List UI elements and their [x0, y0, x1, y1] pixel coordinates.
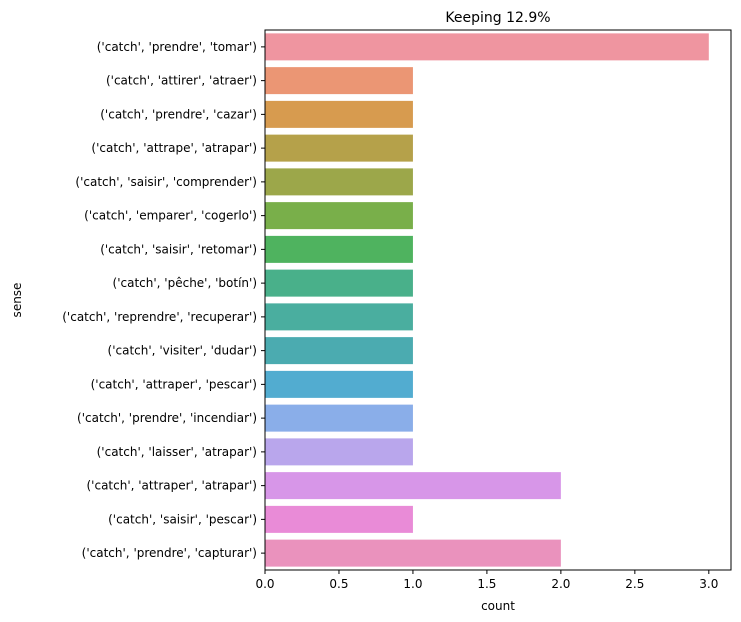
bar-2 [265, 100, 413, 128]
bar-13 [265, 472, 561, 500]
y-tick-label-0: ('catch', 'prendre', 'tomar') [97, 40, 257, 54]
plot-frame [264, 29, 732, 571]
x-tick-label-4: 2.0 [551, 577, 570, 591]
y-tick-label-9: ('catch', 'visiter', 'dudar') [108, 344, 257, 358]
y-tick-label-10: ('catch', 'attraper', 'pescar') [91, 377, 257, 391]
bar-11 [265, 404, 413, 432]
bar-0 [265, 33, 709, 61]
x-tick-label-5: 2.5 [625, 577, 644, 591]
bar-5 [265, 202, 413, 230]
chart-title: Keeping 12.9% [445, 10, 550, 26]
bars-group [265, 33, 709, 567]
x-tick-label-1: 0.5 [329, 577, 348, 591]
bar-10 [265, 370, 413, 398]
y-tick-label-12: ('catch', 'laisser', 'atrapar') [97, 445, 257, 459]
y-tick-label-2: ('catch', 'prendre', 'cazar') [100, 107, 257, 121]
y-tick-label-8: ('catch', 'reprendre', 'recuperar') [62, 310, 257, 324]
x-tick-label-0: 0.0 [255, 577, 274, 591]
bar-4 [265, 168, 413, 196]
y-tick-label-4: ('catch', 'saisir', 'comprender') [75, 175, 257, 189]
bar-6 [265, 235, 413, 263]
bar-1 [265, 67, 413, 95]
y-tick-label-14: ('catch', 'saisir', 'pescar') [108, 512, 257, 526]
y-tick-label-13: ('catch', 'attraper', 'atrapar') [86, 479, 257, 493]
y-tick-label-11: ('catch', 'prendre', 'incendiar') [77, 411, 257, 425]
x-ticks: 0.0 0.5 1.0 1.5 2.0 2.5 3.0 [255, 570, 718, 591]
y-tick-label-3: ('catch', 'attrape', 'atrapar') [91, 141, 257, 155]
bar-3 [265, 134, 413, 162]
bar-9 [265, 337, 413, 365]
x-tick-label-2: 1.0 [403, 577, 422, 591]
y-tick-label-7: ('catch', 'pêche', 'botín') [113, 276, 257, 290]
x-tick-label-6: 3.0 [699, 577, 718, 591]
y-tick-label-5: ('catch', 'emparer', 'cogerlo') [84, 209, 257, 223]
x-tick-label-3: 1.5 [477, 577, 496, 591]
y-tick-label-6: ('catch', 'saisir', 'retomar') [100, 242, 257, 256]
y-tick-label-1: ('catch', 'attirer', 'atraer') [106, 74, 257, 88]
bar-8 [265, 303, 413, 331]
y-tick-label-15: ('catch', 'prendre', 'capturar') [82, 546, 257, 560]
bar-14 [265, 505, 413, 533]
bar-12 [265, 438, 413, 466]
bar-15 [265, 539, 561, 567]
bar-7 [265, 269, 413, 297]
x-axis-label: count [481, 599, 515, 613]
y-axis-label: sense [10, 283, 24, 318]
y-tick-labels: ('catch', 'prendre', 'tomar') ('catch', '… [62, 40, 265, 560]
